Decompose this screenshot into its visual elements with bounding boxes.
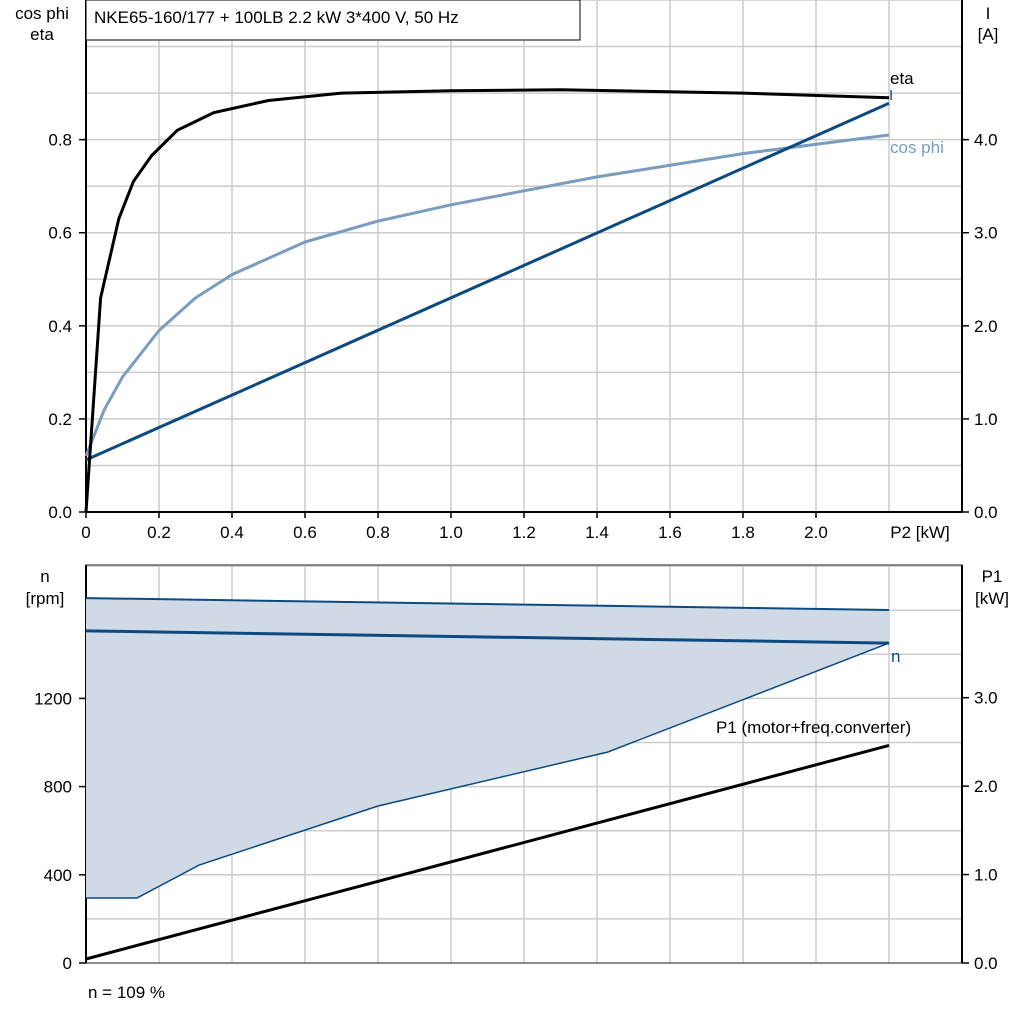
chart-title: NKE65-160/177 + 100LB 2.2 kW 3*400 V, 50… [94, 8, 459, 27]
top-right-axis-label-2: [A] [978, 25, 999, 44]
y-left-tick-label: 400 [44, 866, 72, 885]
n-curve [85, 629, 890, 645]
bottom-left-axis-label-1: n [40, 567, 49, 586]
y-left-tick-label: 0 [63, 954, 72, 973]
series-label-cos-phi: cos phi [890, 138, 944, 157]
bottom-left-axis-label-2: [rpm] [26, 589, 65, 608]
x-tick-label: 2.0 [804, 523, 828, 542]
top-left-axis-label-2: eta [30, 25, 54, 44]
x-tick-label: 1.2 [512, 523, 536, 542]
y-right-tick-label: 4.0 [974, 131, 998, 150]
y-left-tick-label: 0.4 [48, 317, 72, 336]
y-right-tick-label: 0.0 [974, 954, 998, 973]
bottom-right-axis-label-1: P1 [982, 567, 1003, 586]
y-left-tick-label: 1200 [34, 689, 72, 708]
y-left-tick-label: 0.2 [48, 410, 72, 429]
n-min-line [86, 642, 890, 899]
series-label-I: I [889, 87, 893, 104]
x-tick-label: 0.2 [147, 523, 171, 542]
title-box [85, 0, 581, 41]
top-right-axis-label-1: I [986, 4, 991, 23]
y-right-tick-label: 3.0 [974, 689, 998, 708]
series-label-eta: eta [890, 69, 914, 88]
x-tick-label: 1.0 [439, 523, 463, 542]
y-right-tick-label: 0.0 [974, 503, 998, 522]
x-tick-label: 1.4 [585, 523, 609, 542]
y-right-tick-label: 1.0 [974, 410, 998, 429]
speed-percentage: n = 109 % [88, 983, 165, 1002]
top-grid: 0 0.2 0.4 0.6 0.8 1.0 1.2 1.4 1.6 1.8 2.0 0.0 0.2 0.4… [48, 0, 998, 542]
p1-curve [85, 743, 890, 961]
y-left-tick-label: 0.0 [48, 503, 72, 522]
y-left-tick-label: 800 [44, 778, 72, 797]
y-left-tick-label: 0.6 [48, 224, 72, 243]
y-left-tick-label: 0.8 [48, 131, 72, 150]
y-right-tick-label: 2.0 [974, 317, 998, 336]
x-tick-label: 0.4 [220, 523, 244, 542]
eta-curve [84, 88, 890, 513]
x-axis-label: P2 [kW] [890, 523, 950, 542]
bottom-right-axis-label-2: [kW] [975, 589, 1009, 608]
x-tick-label: 0 [81, 523, 90, 542]
x-tick-label: 1.8 [731, 523, 755, 542]
cos-phi-curve [84, 133, 890, 457]
series-label-p1: P1 (motor+freq.converter) [716, 718, 911, 737]
y-right-tick-label: 1.0 [974, 866, 998, 885]
n-operating-region [86, 598, 889, 898]
x-tick-label: 0.6 [293, 523, 317, 542]
x-tick-label: 0.8 [366, 523, 390, 542]
series-label-n: n [891, 647, 900, 666]
chart-marks [84, 88, 890, 961]
top-left-axis-label-1: cos phi [15, 4, 69, 23]
current-curve [85, 101, 890, 462]
y-right-tick-label: 2.0 [974, 777, 998, 796]
x-tick-label: 1.6 [658, 523, 682, 542]
y-right-tick-label: 3.0 [974, 224, 998, 243]
n-max-line [85, 597, 890, 611]
